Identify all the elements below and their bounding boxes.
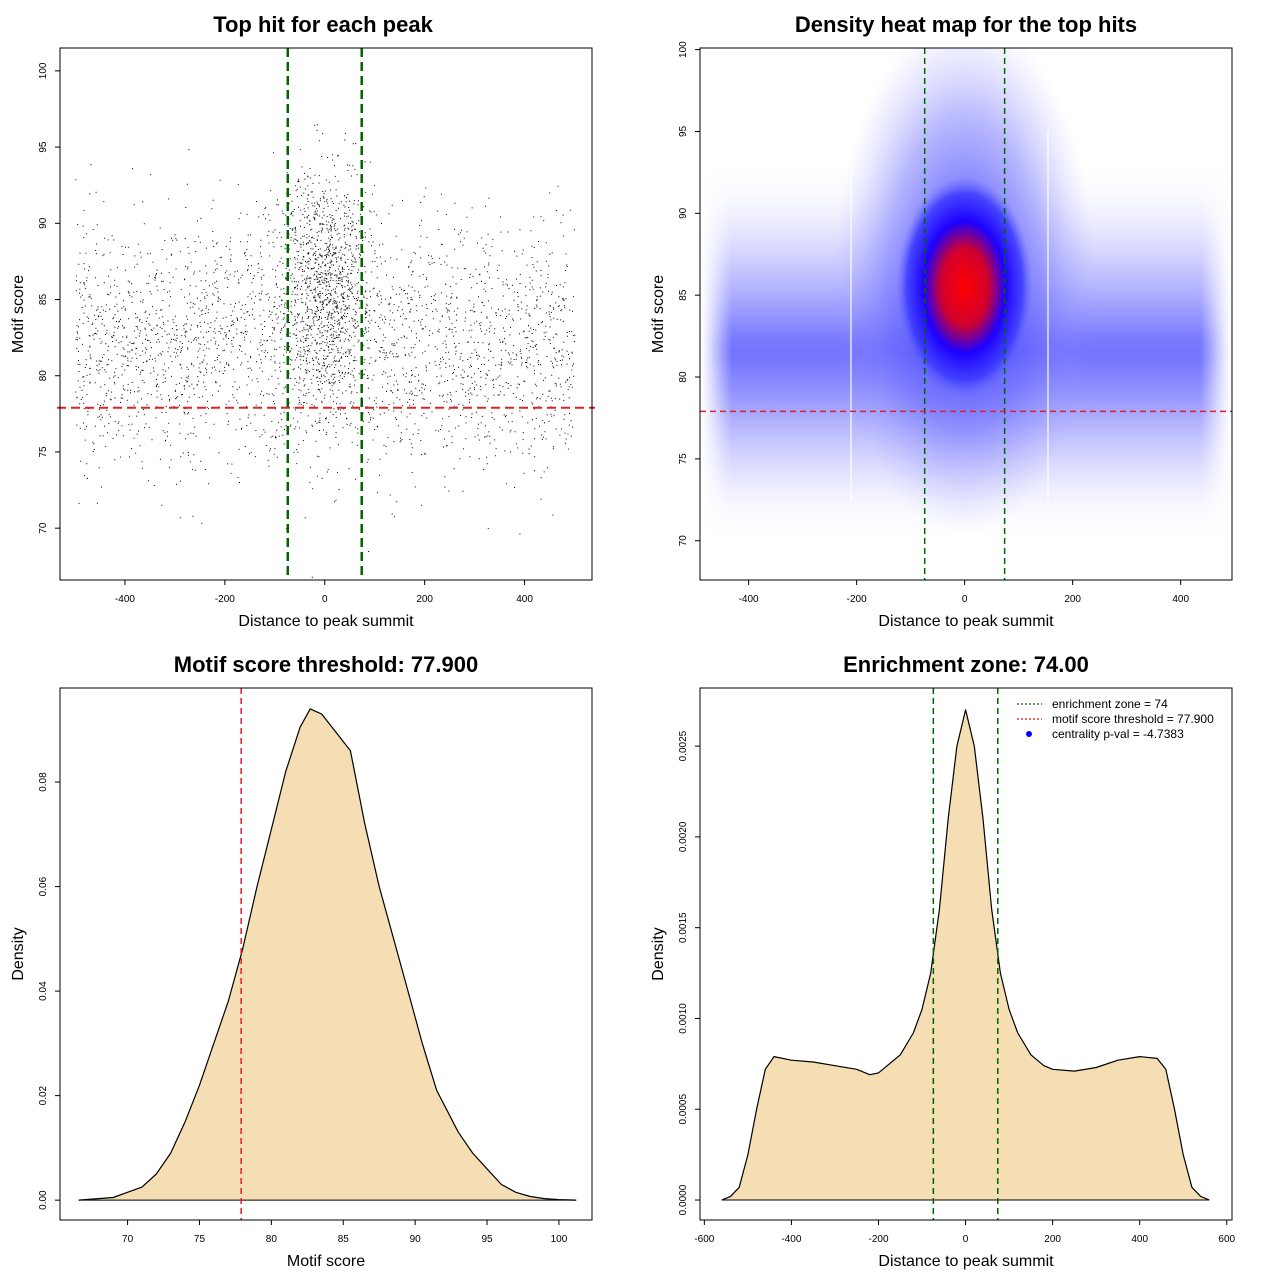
y-tick-label: 90 [38, 217, 49, 229]
y-tick-label: 0.0005 [678, 1094, 689, 1125]
x-tick-label: -400 [115, 594, 135, 605]
legend-label: motif score threshold = 77.900 [1052, 712, 1214, 726]
x-tick-label: 70 [122, 1234, 134, 1245]
scatter-panel: Top hit for each peak -400 -200 0 200 400 70… [10, 12, 595, 630]
x-tick-label: -400 [739, 594, 759, 605]
x-tick-label: 400 [516, 594, 533, 605]
legend: enrichment zone = 74 motif score thresho… [1017, 697, 1214, 741]
reference-lines [700, 48, 1232, 580]
density-curve [78, 708, 577, 1201]
y-axis: 0.0000 0.0005 0.0010 0.0015 0.0020 0.0025 [678, 730, 700, 1215]
heatmap-panel: Density heat map for the top hits -400 -2… [650, 12, 1233, 630]
y-tick-label: 0.0010 [678, 1003, 689, 1034]
y-tick-label: 0.02 [38, 1085, 49, 1105]
x-tick-label: -200 [847, 594, 867, 605]
x-tick-label: 0 [962, 594, 968, 605]
x-axis-label: Distance to peak summit [878, 613, 1054, 630]
heatmap-peak [896, 177, 1033, 397]
y-tick-label: 95 [38, 141, 49, 153]
y-axis-label: Motif score [650, 275, 667, 353]
x-axis: -400 -200 0 200 400 [739, 580, 1189, 605]
y-axis-label: Density [650, 927, 667, 980]
y-tick-label: 80 [38, 370, 49, 382]
y-tick-label: 85 [678, 289, 689, 301]
x-axis: 70 75 80 85 90 95 100 [122, 1220, 568, 1245]
scatter-points [75, 124, 576, 578]
plot-frame [59, 687, 593, 1221]
y-tick-label: 70 [678, 535, 689, 547]
x-tick-label: 400 [1172, 594, 1189, 605]
distance-density-panel: Enrichment zone: 74.00 -600 -400 -200 0 200 4… [650, 652, 1236, 1270]
density-fill [721, 709, 1210, 1200]
y-tick-label: 0.0020 [678, 821, 689, 852]
plot-frame [59, 47, 593, 581]
chart-title: Density heat map for the top hits [795, 12, 1137, 37]
y-tick-label: 0.0015 [678, 912, 689, 943]
density-fill [78, 708, 577, 1201]
y-tick-label: 0.0000 [678, 1184, 689, 1215]
x-tick-label: 0 [322, 594, 328, 605]
chart-title: Enrichment zone: 74.00 [843, 652, 1089, 677]
x-tick-label: 90 [410, 1234, 422, 1245]
y-axis-label: Motif score [10, 275, 27, 353]
y-axis: 70 75 80 85 90 95 100 [678, 41, 700, 546]
y-tick-label: 90 [678, 207, 689, 219]
x-axis-label: Motif score [287, 1253, 365, 1270]
x-tick-label: 85 [338, 1234, 350, 1245]
reference-lines [57, 48, 595, 580]
y-tick-label: 0.08 [38, 772, 49, 792]
x-tick-label: -200 [215, 594, 235, 605]
y-axis: 0.00 0.02 0.04 0.06 0.08 [38, 772, 60, 1210]
y-tick-label: 0.00 [38, 1190, 49, 1210]
density-curve [721, 709, 1210, 1201]
x-tick-label: -200 [868, 1234, 888, 1245]
x-tick-label: 100 [551, 1234, 568, 1245]
scatter-point-cloud [75, 124, 576, 578]
y-tick-label: 80 [678, 371, 689, 383]
y-tick-label: 100 [678, 41, 689, 58]
x-tick-label: 400 [1131, 1234, 1148, 1245]
legend-swatch-pval [1026, 731, 1032, 737]
y-tick-label: 95 [678, 125, 689, 137]
x-axis-label: Distance to peak summit [878, 1253, 1054, 1270]
y-tick-label: 0.06 [38, 876, 49, 896]
plot-frame [699, 47, 1233, 581]
x-tick-label: 0 [963, 1234, 969, 1245]
y-tick-label: 85 [38, 294, 49, 306]
x-tick-label: -400 [781, 1234, 801, 1245]
x-axis: -600 -400 -200 0 200 400 600 [694, 1220, 1236, 1245]
x-tick-label: 600 [1218, 1234, 1235, 1245]
y-tick-label: 100 [38, 62, 49, 79]
reference-lines [932, 688, 999, 1220]
x-tick-label: 80 [266, 1234, 278, 1245]
chart-title: Top hit for each peak [213, 12, 433, 37]
x-tick-label: 200 [1044, 1234, 1061, 1245]
x-tick-label: 200 [416, 594, 433, 605]
y-tick-label: 75 [678, 453, 689, 465]
heatmap-surface [700, 48, 1232, 580]
y-tick-label: 70 [38, 522, 49, 534]
x-axis: -400 -200 0 200 400 [115, 580, 533, 605]
legend-label: enrichment zone = 74 [1052, 697, 1168, 711]
y-tick-label: 75 [38, 446, 49, 458]
density-area [721, 709, 1210, 1201]
chart-title: Motif score threshold: 77.900 [174, 652, 478, 677]
y-tick-label: 0.04 [38, 981, 49, 1001]
density-area [78, 708, 577, 1201]
y-tick-label: 0.0025 [678, 730, 689, 761]
x-tick-label: 75 [194, 1234, 206, 1245]
legend-label: centrality p-val = -4.7383 [1052, 727, 1184, 741]
y-axis: 70 75 80 85 90 95 100 [38, 62, 60, 534]
x-tick-label: -600 [694, 1234, 714, 1245]
y-axis-label: Density [10, 927, 27, 980]
x-tick-label: 200 [1064, 594, 1081, 605]
x-axis-label: Distance to peak summit [238, 613, 414, 630]
score-density-panel: Motif score threshold: 77.900 70 75 80 85 90… [10, 652, 593, 1270]
x-tick-label: 95 [481, 1234, 493, 1245]
